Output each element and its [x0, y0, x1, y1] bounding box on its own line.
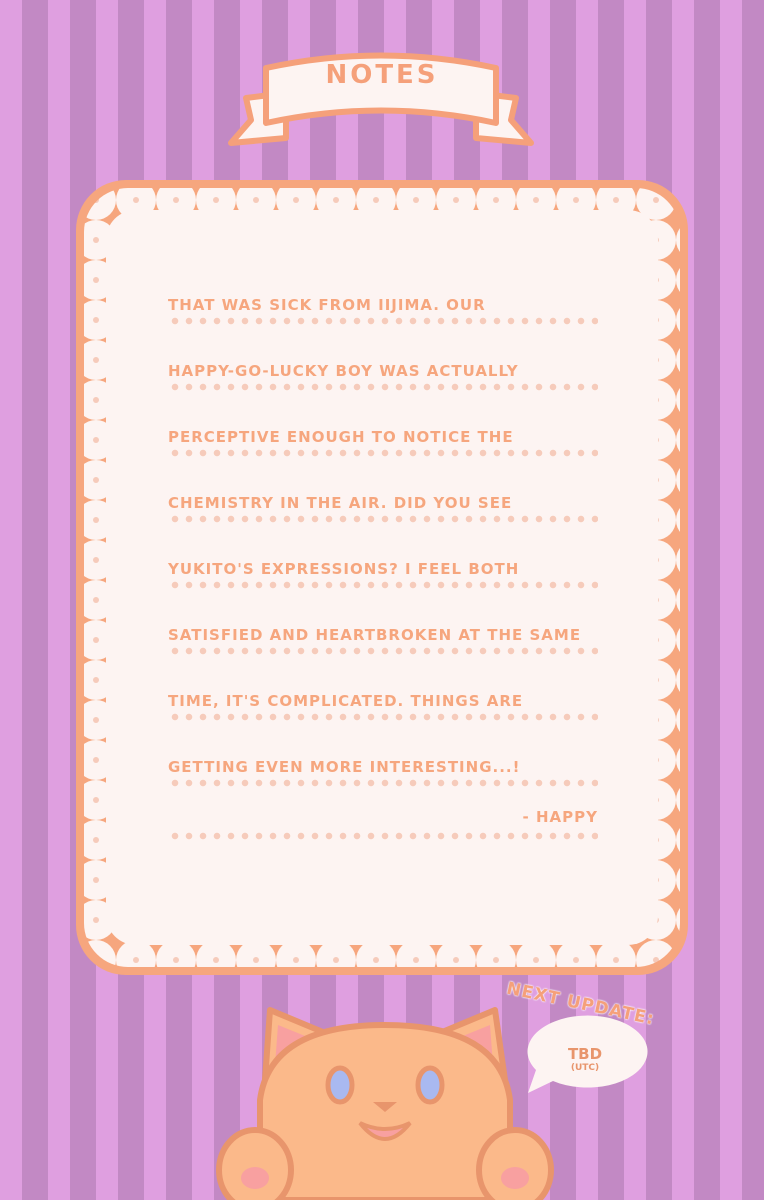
notes-body: THAT WAS SICK FROM IIJIMA. OUR HAPPY-GO-… [168, 290, 598, 884]
page-title: NOTES [325, 60, 439, 90]
speech-bubble [527, 1015, 648, 1093]
note-line: CHEMISTRY IN THE AIR. DID YOU SEE [168, 488, 598, 554]
note-line: YUKITO'S EXPRESSIONS? I FEEL BOTH [168, 554, 598, 620]
update-timezone: (UTC) [570, 1063, 600, 1073]
signature: - HAPPY [168, 808, 598, 884]
update-value: TBD [567, 1045, 603, 1063]
note-line: TIME, IT'S COMPLICATED. THINGS ARE [168, 686, 598, 752]
note-line: HAPPY-GO-LUCKY BOY WAS ACTUALLY [168, 356, 598, 422]
cat-mascot-icon [216, 1007, 554, 1200]
notes-banner [228, 52, 534, 146]
note-line: GETTING EVEN MORE INTERESTING...! [168, 752, 598, 818]
note-line: THAT WAS SICK FROM IIJIMA. OUR [168, 290, 598, 356]
note-line: PERCEPTIVE ENOUGH TO NOTICE THE [168, 422, 598, 488]
note-line: SATISFIED AND HEARTBROKEN AT THE SAME [168, 620, 598, 686]
lace-frame [76, 180, 688, 975]
